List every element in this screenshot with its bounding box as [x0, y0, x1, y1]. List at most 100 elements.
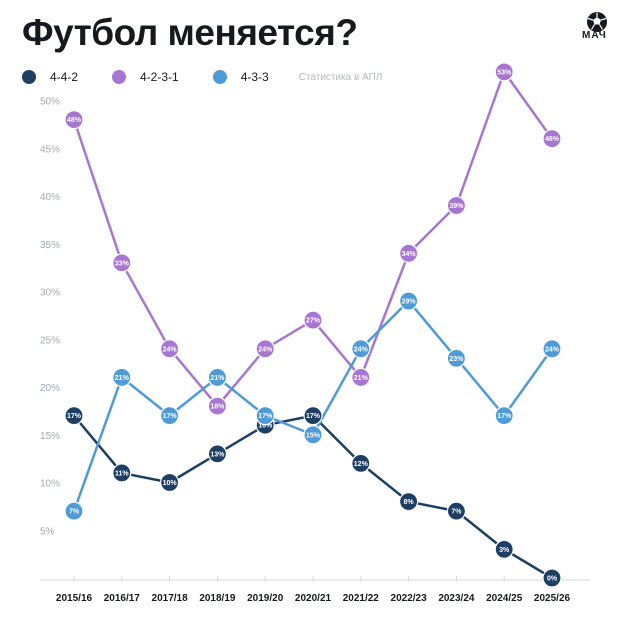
data-label: 21%: [354, 375, 369, 382]
data-label: 13%: [210, 451, 225, 458]
data-point: [160, 339, 180, 359]
x-tick-label: 2024/25: [486, 593, 523, 604]
data-point: [64, 109, 84, 130]
data-label: 7%: [451, 509, 462, 516]
data-label: 18%: [210, 404, 225, 411]
data-point: [112, 463, 132, 483]
x-tick-label: 2016/17: [104, 593, 141, 604]
x-tick-label: 2017/18: [152, 593, 189, 604]
y-tick-label: 45%: [40, 144, 60, 155]
data-point: [160, 472, 180, 493]
data-point: [303, 310, 323, 330]
legend-item-433: 4-3-3: [212, 70, 269, 84]
y-tick-label: 35%: [40, 240, 60, 251]
data-point: [207, 444, 227, 464]
data-label: 17%: [258, 413, 273, 420]
data-label: 15%: [306, 432, 321, 439]
data-point: [399, 243, 419, 263]
data-label: 12%: [354, 461, 369, 468]
data-label: 17%: [497, 413, 512, 420]
data-point: [494, 406, 514, 426]
x-tick-label: 2021/22: [343, 593, 380, 604]
legend-label-442: 4-4-2: [50, 70, 79, 84]
data-point: [351, 367, 371, 388]
legend-label-433: 4-3-3: [240, 70, 269, 84]
data-label: 0%: [547, 576, 558, 583]
data-point: [160, 406, 180, 426]
data-point: [399, 291, 419, 311]
x-tick-label: 2020/21: [295, 593, 332, 604]
legend-swatch-4231: [112, 70, 127, 84]
data-label: 29%: [402, 299, 417, 306]
data-label: 3%: [499, 547, 510, 554]
legend-item-442: 4-4-2: [22, 70, 78, 84]
data-point: [207, 367, 227, 388]
data-label: 8%: [404, 499, 415, 506]
y-tick-label: 5%: [40, 526, 55, 537]
data-point: [446, 195, 466, 216]
x-tick-label: 2018/19: [199, 593, 236, 604]
data-label: 24%: [545, 346, 560, 353]
data-label: 24%: [354, 346, 369, 353]
x-tick-label: 2015/16: [56, 593, 93, 604]
data-label: 27%: [306, 318, 321, 325]
data-label: 11%: [115, 470, 129, 477]
chart-title: Футбол меняется?: [22, 12, 358, 53]
legend-swatch-442: [22, 70, 36, 84]
x-tick-label: 2022/23: [391, 593, 428, 604]
data-point: [542, 129, 562, 149]
data-point: [64, 501, 84, 521]
data-point: [112, 367, 132, 388]
data-point: [446, 348, 466, 368]
data-label: 48%: [67, 117, 82, 124]
legend: 4-4-2 4-2-3-1 4-3-3 Статистика в АПЛ: [22, 70, 382, 84]
y-tick-label: 50%: [40, 97, 60, 108]
legend-swatch-433: [212, 70, 227, 84]
x-tick-label: 2023/24: [438, 593, 475, 604]
logo-text: МАЧ: [582, 30, 607, 41]
data-point: [494, 539, 514, 559]
x-tick-label: 2025/26: [534, 593, 571, 604]
data-point: [255, 406, 275, 426]
y-tick-label: 25%: [40, 335, 60, 346]
data-label: 7%: [69, 509, 80, 516]
data-point: [542, 339, 562, 359]
data-point: [255, 339, 275, 359]
data-point: [303, 425, 323, 445]
data-label: 17%: [163, 413, 178, 420]
x-tick-label: 2019/20: [247, 593, 284, 604]
data-point: [303, 406, 323, 426]
series-line-1: [72, 70, 554, 408]
data-label: 53%: [497, 69, 512, 76]
data-label: 16%: [258, 423, 273, 430]
legend-note: Статистика в АПЛ: [298, 71, 383, 83]
data-label: 21%: [115, 375, 130, 382]
data-label: 46%: [545, 136, 560, 143]
data-point: [112, 253, 132, 273]
data-point: [494, 62, 514, 82]
data-label: 39%: [449, 203, 464, 210]
y-tick-label: 15%: [40, 431, 60, 442]
data-label: 24%: [258, 346, 273, 353]
data-label: 10%: [163, 480, 178, 487]
y-tick-label: 40%: [40, 192, 60, 203]
data-point: [64, 406, 84, 426]
data-point: [351, 339, 371, 359]
data-label: 24%: [163, 346, 178, 353]
data-label: 33%: [115, 260, 130, 267]
data-point: [351, 453, 371, 473]
data-point: [207, 396, 227, 416]
y-tick-label: 30%: [40, 288, 60, 299]
data-point: [446, 501, 466, 521]
legend-item-4231: 4-2-3-1: [112, 70, 179, 84]
soccer-ball-icon: [587, 12, 607, 32]
legend-label-4231: 4-2-3-1: [140, 70, 179, 84]
data-label: 17%: [67, 413, 82, 420]
data-label: 21%: [210, 375, 225, 382]
data-point: [542, 568, 562, 588]
data-label: 23%: [449, 356, 464, 363]
y-tick-label: 20%: [40, 383, 60, 394]
data-point: [399, 492, 419, 512]
y-tick-label: 10%: [40, 479, 60, 490]
